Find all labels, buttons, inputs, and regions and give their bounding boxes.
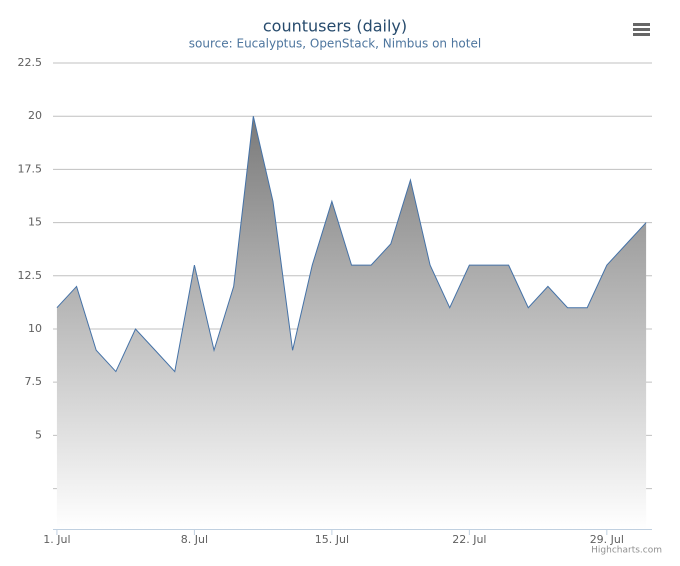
y-tick-label: 12.5 xyxy=(18,269,43,282)
chart-title: countusers (daily) xyxy=(263,17,407,36)
y-tick-label: 7.5 xyxy=(25,375,43,388)
chart-subtitle: source: Eucalyptus, OpenStack, Nimbus on… xyxy=(189,37,481,51)
menu-icon-bar xyxy=(633,33,650,36)
y-tick-label: 22.5 xyxy=(18,56,43,69)
x-tick-label: 22. Jul xyxy=(452,533,486,546)
y-tick-label: 5 xyxy=(35,428,42,441)
area-line xyxy=(56,116,647,373)
x-tick-label: 1. Jul xyxy=(43,533,70,546)
x-tick-label: 15. Jul xyxy=(315,533,349,546)
y-tick-label: 17.5 xyxy=(18,162,43,175)
menu-button[interactable] xyxy=(630,18,654,40)
y-tick-label: 15 xyxy=(28,216,42,229)
credits[interactable]: Highcharts.com xyxy=(591,546,662,556)
menu-icon-bar xyxy=(633,23,650,26)
x-tick-label: 29. Jul xyxy=(590,533,624,546)
y-tick-label: 10 xyxy=(28,322,42,335)
x-tick-label: 8. Jul xyxy=(181,533,208,546)
area-fill xyxy=(56,116,647,529)
menu-icon-bar xyxy=(633,28,650,31)
y-tick-label: 20 xyxy=(28,109,42,122)
